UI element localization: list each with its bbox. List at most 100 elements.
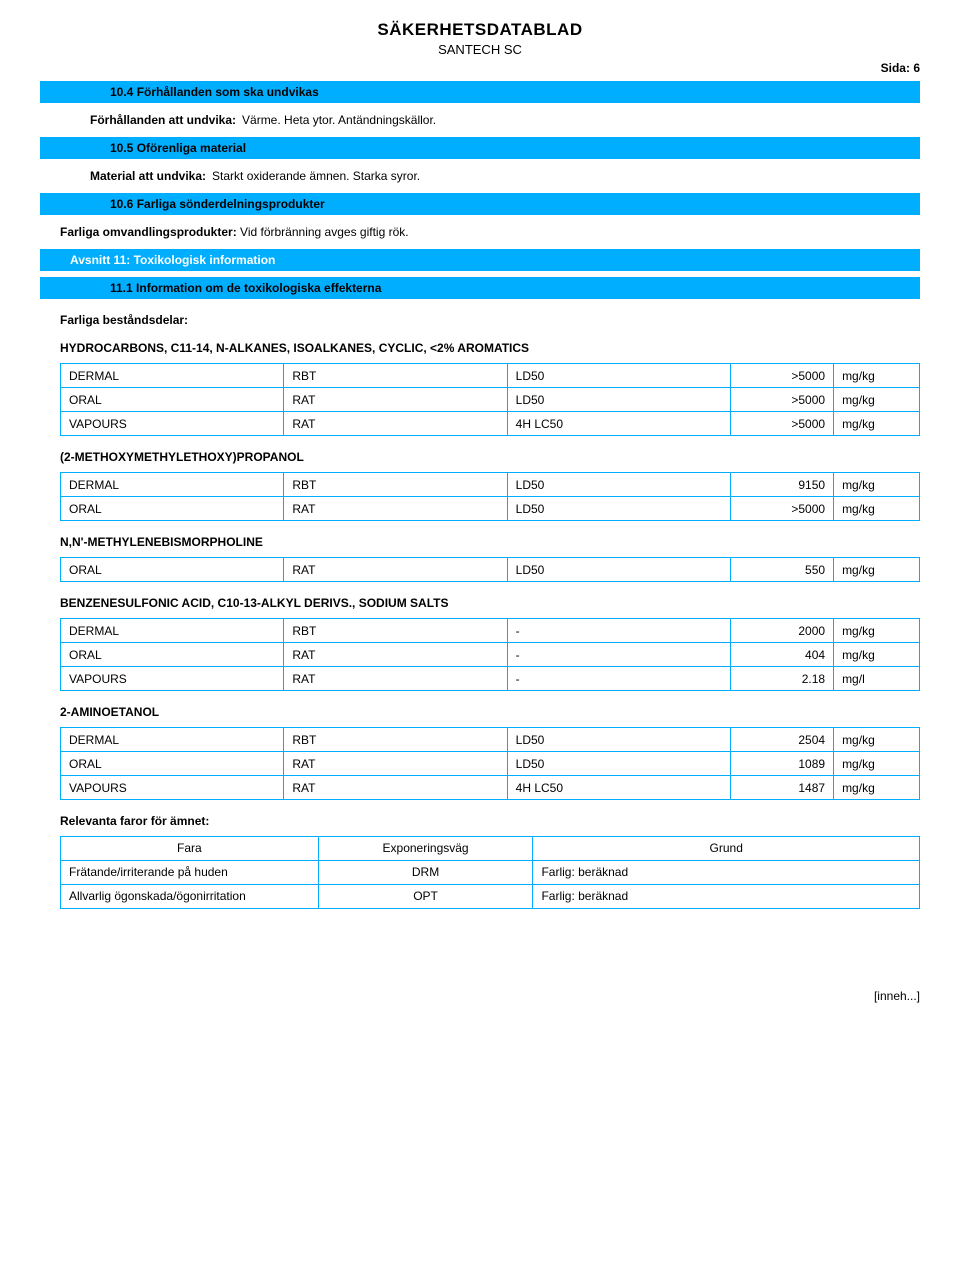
table-row: DERMALRBT-2000mg/kg <box>61 619 920 643</box>
chemical-name: BENZENESULFONIC ACID, C10-13-ALKYL DERIV… <box>60 596 920 610</box>
route-cell: VAPOURS <box>61 412 284 436</box>
components-label: Farliga beståndsdelar: <box>60 313 920 327</box>
table-row: DERMALRBTLD50>5000mg/kg <box>61 364 920 388</box>
unit-cell: mg/kg <box>834 643 920 667</box>
species-cell: RBT <box>284 473 507 497</box>
species-cell: RAT <box>284 388 507 412</box>
page-label: Sida: <box>881 61 910 75</box>
value-cell: 404 <box>730 643 833 667</box>
table-row: ORALRATLD50550mg/kg <box>61 558 920 582</box>
species-cell: RAT <box>284 558 507 582</box>
chemical-name: (2-METHOXYMETHYLETHOXY)PROPANOL <box>60 450 920 464</box>
unit-cell: mg/kg <box>834 619 920 643</box>
table-row: ORALRATLD50>5000mg/kg <box>61 497 920 521</box>
route-cell: DERMAL <box>61 728 284 752</box>
decomposition-label: Farliga omvandlingsprodukter: <box>60 225 237 239</box>
document-subtitle: SANTECH SC <box>40 42 920 57</box>
route-cell: ORAL <box>61 752 284 776</box>
hazard-row: Allvarlig ögonskada/ögonirritationOPTFar… <box>61 885 920 909</box>
test-cell: LD50 <box>507 473 730 497</box>
species-cell: RBT <box>284 728 507 752</box>
route-cell: DERMAL <box>61 473 284 497</box>
test-cell: - <box>507 667 730 691</box>
table-row: VAPOURSRAT4H LC501487mg/kg <box>61 776 920 800</box>
test-cell: LD50 <box>507 497 730 521</box>
table-row: ORALRAT-404mg/kg <box>61 643 920 667</box>
hazard-header-fara: Fara <box>61 837 319 861</box>
value-cell: 2000 <box>730 619 833 643</box>
value-cell: 550 <box>730 558 833 582</box>
hazard-route-cell: OPT <box>318 885 533 909</box>
unit-cell: mg/kg <box>834 752 920 776</box>
species-cell: RAT <box>284 667 507 691</box>
toxicity-table: DERMALRBTLD502504mg/kgORALRATLD501089mg/… <box>60 727 920 800</box>
species-cell: RBT <box>284 364 507 388</box>
chemical-name: N,N'-METHYLENEBISMORPHOLINE <box>60 535 920 549</box>
route-cell: DERMAL <box>61 364 284 388</box>
section-11-1-header: 11.1 Information om de toxikologiska eff… <box>40 277 920 299</box>
hazard-name-cell: Allvarlig ögonskada/ögonirritation <box>61 885 319 909</box>
unit-cell: mg/kg <box>834 558 920 582</box>
table-row: ORALRATLD501089mg/kg <box>61 752 920 776</box>
materials-to-avoid-label: Material att undvika: <box>90 169 206 183</box>
page-value: 6 <box>913 61 920 75</box>
toxicology-block: Farliga beståndsdelar: HYDROCARBONS, C11… <box>60 313 920 909</box>
route-cell: ORAL <box>61 558 284 582</box>
table-row: VAPOURSRAT-2.18mg/l <box>61 667 920 691</box>
test-cell: 4H LC50 <box>507 776 730 800</box>
value-cell: >5000 <box>730 412 833 436</box>
unit-cell: mg/kg <box>834 776 920 800</box>
toxicity-table: DERMALRBTLD509150mg/kgORALRATLD50>5000mg… <box>60 472 920 521</box>
decomposition-row: Farliga omvandlingsprodukter: Vid förbrä… <box>60 225 920 239</box>
document-title: SÄKERHETSDATABLAD <box>40 20 920 40</box>
document-header: SÄKERHETSDATABLAD SANTECH SC <box>40 20 920 57</box>
conditions-to-avoid-label: Förhållanden att undvika: <box>90 113 236 127</box>
hazard-name-cell: Frätande/irriterande på huden <box>61 861 319 885</box>
test-cell: LD50 <box>507 752 730 776</box>
route-cell: ORAL <box>61 388 284 412</box>
species-cell: RAT <box>284 412 507 436</box>
table-row: DERMALRBTLD509150mg/kg <box>61 473 920 497</box>
route-cell: VAPOURS <box>61 667 284 691</box>
unit-cell: mg/kg <box>834 412 920 436</box>
hazard-basis-cell: Farlig: beräknad <box>533 861 920 885</box>
hazard-basis-cell: Farlig: beräknad <box>533 885 920 909</box>
unit-cell: mg/kg <box>834 728 920 752</box>
section-10-4-header: 10.4 Förhållanden som ska undvikas <box>40 81 920 103</box>
value-cell: >5000 <box>730 497 833 521</box>
unit-cell: mg/kg <box>834 364 920 388</box>
section-11-header: Avsnitt 11: Toxikologisk information <box>40 249 920 271</box>
section-10-6-header: 10.6 Farliga sönderdelningsprodukter <box>40 193 920 215</box>
value-cell: 9150 <box>730 473 833 497</box>
unit-cell: mg/kg <box>834 388 920 412</box>
test-cell: 4H LC50 <box>507 412 730 436</box>
footer-continuation: [inneh...] <box>40 989 920 1003</box>
value-cell: 1089 <box>730 752 833 776</box>
chemical-name: HYDROCARBONS, C11-14, N-ALKANES, ISOALKA… <box>60 341 920 355</box>
test-cell: LD50 <box>507 388 730 412</box>
test-cell: LD50 <box>507 558 730 582</box>
toxicity-table: DERMALRBTLD50>5000mg/kgORALRATLD50>5000m… <box>60 363 920 436</box>
table-row: ORALRATLD50>5000mg/kg <box>61 388 920 412</box>
species-cell: RAT <box>284 752 507 776</box>
hazard-table: Fara Exponeringsväg Grund Frätande/irrit… <box>60 836 920 909</box>
value-cell: >5000 <box>730 388 833 412</box>
table-row: VAPOURSRAT4H LC50>5000mg/kg <box>61 412 920 436</box>
page-number: Sida: 6 <box>40 61 920 75</box>
hazard-header-route: Exponeringsväg <box>318 837 533 861</box>
species-cell: RAT <box>284 643 507 667</box>
chemical-name: 2-AMINOETANOL <box>60 705 920 719</box>
unit-cell: mg/l <box>834 667 920 691</box>
hazard-header-row: Fara Exponeringsväg Grund <box>61 837 920 861</box>
species-cell: RAT <box>284 776 507 800</box>
test-cell: - <box>507 619 730 643</box>
species-cell: RBT <box>284 619 507 643</box>
table-row: DERMALRBTLD502504mg/kg <box>61 728 920 752</box>
route-cell: VAPOURS <box>61 776 284 800</box>
unit-cell: mg/kg <box>834 473 920 497</box>
hazard-header-grund: Grund <box>533 837 920 861</box>
materials-to-avoid-row: Material att undvika: Starkt oxiderande … <box>90 169 920 183</box>
route-cell: DERMAL <box>61 619 284 643</box>
test-cell: - <box>507 643 730 667</box>
toxicity-table: ORALRATLD50550mg/kg <box>60 557 920 582</box>
